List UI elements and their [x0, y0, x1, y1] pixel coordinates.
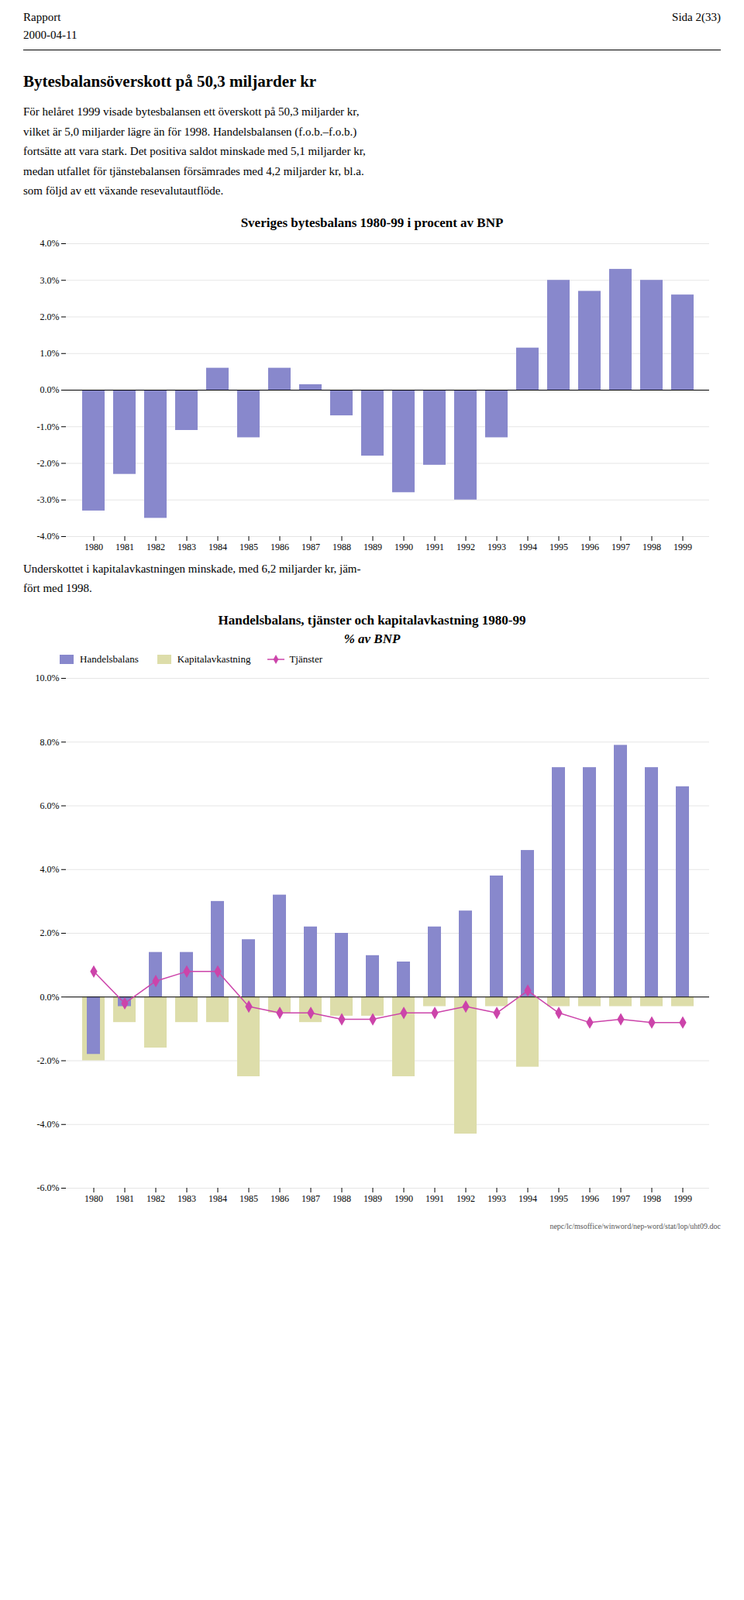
html-text:Sveriges bytesbalans 1980-99 i: Sveriges bytesbalans 1980-99 i procent a… — [240, 215, 504, 230]
svg-text:1980: 1980 — [84, 541, 104, 553]
svg-text:1988: 1988 — [332, 1193, 352, 1205]
svg-text:1990: 1990 — [394, 541, 414, 553]
svg-text:-4.0%: -4.0% — [37, 1119, 60, 1130]
svg-text:1996: 1996 — [580, 541, 600, 553]
svg-text:2.0%: 2.0% — [40, 310, 60, 322]
svg-text:1987: 1987 — [301, 541, 321, 553]
svg-text:1985: 1985 — [239, 541, 259, 553]
svg-text:1999: 1999 — [673, 541, 693, 553]
svg-text:1996: 1996 — [580, 1193, 600, 1205]
svg-text:1.0%: 1.0% — [40, 347, 60, 359]
svg-text:1995: 1995 — [549, 1193, 569, 1205]
svg-text:1986: 1986 — [270, 1193, 290, 1205]
svg-text:1987: 1987 — [301, 1193, 321, 1205]
svg-text:-1.0%: -1.0% — [37, 420, 60, 432]
svg-text:8.0%: 8.0% — [40, 736, 60, 748]
svg-text:1983: 1983 — [177, 1193, 197, 1205]
svg-text:1983: 1983 — [177, 541, 197, 553]
html-text:nepc/lc/msoffice/winword/nep-w: nepc/lc/msoffice/winword/nep-word/stat/l… — [549, 1221, 721, 1231]
html-text:2000-04-11: 2000-04-11 — [23, 28, 78, 42]
svg-text:1995: 1995 — [549, 541, 569, 553]
html-text:Tjänster: Tjänster — [289, 652, 323, 665]
svg-text:1997: 1997 — [611, 541, 631, 553]
svg-text:1984: 1984 — [208, 1193, 228, 1205]
svg-text:1988: 1988 — [332, 541, 352, 553]
svg-text:1989: 1989 — [363, 541, 383, 553]
svg-text:3.0%: 3.0% — [40, 274, 60, 286]
html-text:Bytesbalansöverskott på 50,3 m: Bytesbalansöverskott på 50,3 miljarder k… — [23, 72, 317, 91]
svg-text:1993: 1993 — [487, 541, 507, 553]
svg-text:4.0%: 4.0% — [40, 237, 60, 249]
svg-text:1981: 1981 — [115, 1193, 135, 1205]
svg-text:1993: 1993 — [487, 1193, 507, 1205]
svg-text:10.0%: 10.0% — [35, 672, 60, 684]
svg-text:1986: 1986 — [270, 541, 290, 553]
svg-text:1984: 1984 — [208, 541, 228, 553]
svg-text:1991: 1991 — [425, 1193, 445, 1205]
svg-text:1982: 1982 — [146, 1193, 166, 1205]
svg-text:1994: 1994 — [518, 541, 538, 553]
svg-text:1997: 1997 — [611, 1193, 631, 1205]
svg-text:1999: 1999 — [673, 1193, 693, 1205]
svg-text:2.0%: 2.0% — [40, 927, 60, 939]
svg-text:-2.0%: -2.0% — [37, 1054, 60, 1066]
svg-text:6.0%: 6.0% — [40, 799, 60, 811]
svg-text:-3.0%: -3.0% — [37, 494, 60, 506]
html-text:Underskottet i kapitalavkastni: Underskottet i kapitalavkastningen minsk… — [23, 562, 361, 595]
svg-text:1989: 1989 — [363, 1193, 383, 1205]
svg-text:1982: 1982 — [146, 541, 166, 553]
svg-text:1998: 1998 — [642, 541, 662, 553]
svg-text:-2.0%: -2.0% — [37, 457, 60, 469]
html-text:Rapport: Rapport — [23, 10, 61, 24]
svg-text:1990: 1990 — [394, 1193, 414, 1205]
svg-text:1992: 1992 — [456, 541, 476, 553]
html-text:Handelsbalans, tjänster och ka: Handelsbalans, tjänster och kapitalavkas… — [218, 612, 526, 628]
svg-text:1998: 1998 — [642, 1193, 662, 1205]
svg-text:1991: 1991 — [425, 541, 445, 553]
svg-text:-4.0%: -4.0% — [37, 530, 60, 542]
svg-text:-6.0%: -6.0% — [37, 1182, 60, 1194]
svg-text:1980: 1980 — [84, 1193, 104, 1205]
html-text:% av BNP: % av BNP — [343, 631, 401, 646]
svg-text:1994: 1994 — [518, 1193, 538, 1205]
svg-text:1981: 1981 — [115, 541, 135, 553]
html-text:För helåret 1999 visade bytesb: För helåret 1999 visade bytesbalansen et… — [23, 105, 366, 197]
html-text:Handelsbalans: Handelsbalans — [79, 652, 139, 665]
html-text:Kapitalavkastning: Kapitalavkastning — [177, 652, 251, 665]
svg-text:4.0%: 4.0% — [40, 864, 60, 875]
svg-text:1992: 1992 — [456, 1193, 476, 1205]
svg-text:0.0%: 0.0% — [40, 991, 60, 1003]
html-text:Sida 2(33): Sida 2(33) — [672, 10, 721, 24]
svg-text:0.0%: 0.0% — [40, 384, 60, 396]
svg-text:1985: 1985 — [239, 1193, 259, 1205]
